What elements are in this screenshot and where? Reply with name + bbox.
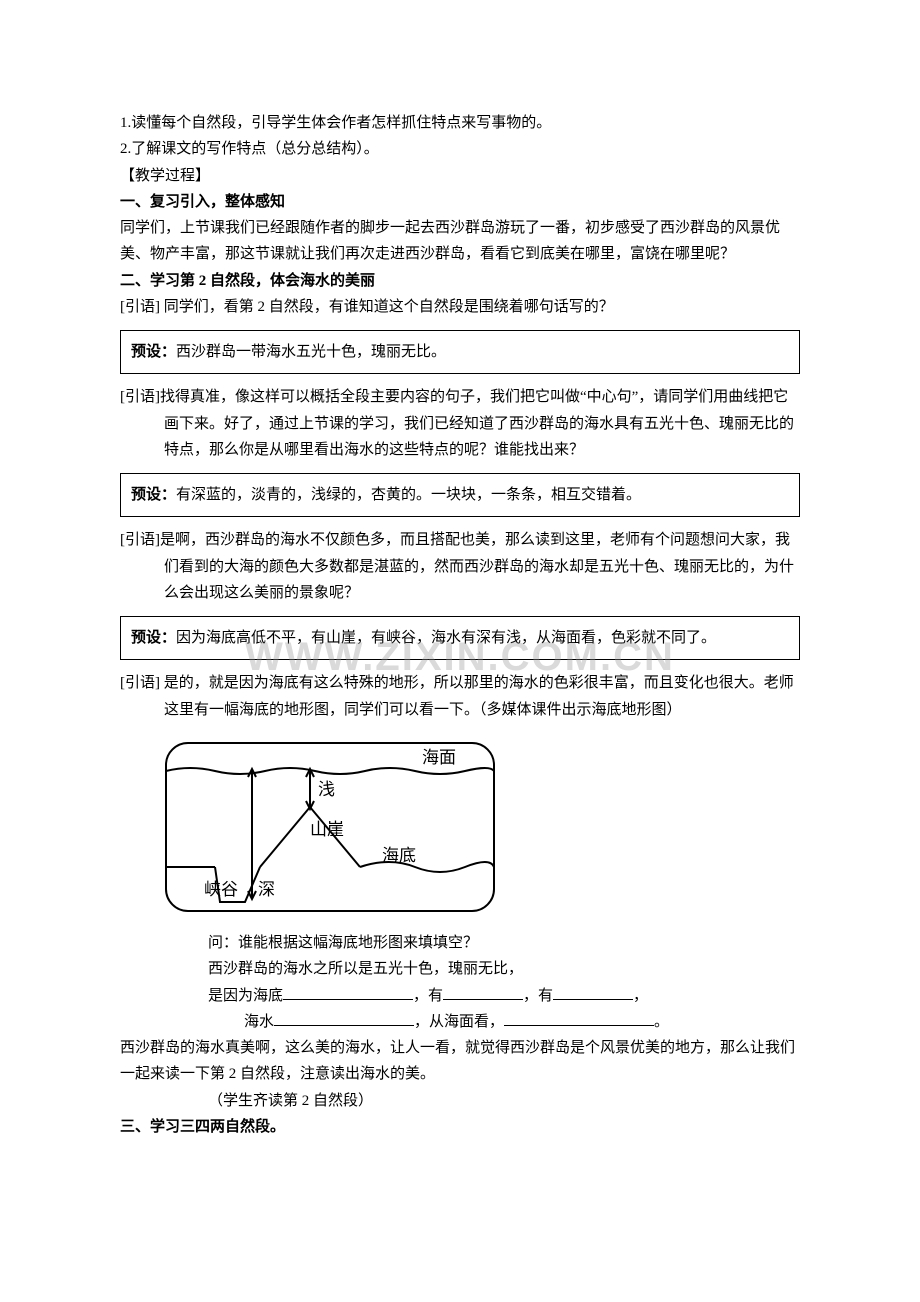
intro-line-3: 【教学过程】 — [120, 163, 800, 189]
intro-line-1: 1.读懂每个自然段，引导学生体会作者怎样抓住特点来写事物的。 — [120, 110, 800, 136]
seabed-diagram: 海面 浅 山崖 海底 峡谷 深 — [160, 737, 800, 926]
fill-text: ，有 — [413, 988, 443, 1004]
intro-line-2: 2.了解课文的写作特点（总分总结构）。 — [120, 136, 800, 162]
closing-para-2: （学生齐读第 2 自然段） — [120, 1088, 800, 1114]
preset-label: 预设： — [131, 344, 176, 360]
preset-box-2: 预设：有深蓝的，淡青的，浅绿的，杏黄的。一块块，一条条，相互交错着。 — [120, 473, 800, 517]
section-2-lead-4: [引语] 是的，就是因为海底有这么特殊的地形，所以那里的海水的色彩很丰富，而且变… — [120, 670, 800, 723]
preset-text: 西沙群岛一带海水五光十色，瑰丽无比。 — [176, 344, 446, 360]
section-2-lead-1: [引语] 同学们，看第 2 自然段，有谁知道这个自然段是围绕着哪句话写的？ — [120, 294, 800, 320]
fill-line-1: 西沙群岛的海水之所以是五光十色，瑰丽无比， — [120, 956, 800, 982]
svg-text:浅: 浅 — [318, 780, 335, 799]
preset-label: 预设： — [131, 630, 176, 646]
fill-text: ，有 — [523, 988, 553, 1004]
closing-para-1: 西沙群岛的海水真美啊，这么美的海水，让人一看，就觉得西沙群岛是个风景优美的地方，… — [120, 1035, 800, 1088]
section-1-heading: 一、复习引入，整体感知 — [120, 189, 800, 215]
fill-text: ， — [633, 988, 648, 1004]
fill-text: 。 — [654, 1014, 669, 1030]
svg-text:深: 深 — [258, 880, 275, 899]
preset-text: 因为海底高低不平，有山崖，有峡谷，海水有深有浅，从海面看，色彩就不同了。 — [176, 630, 716, 646]
preset-box-3: 预设：因为海底高低不平，有山崖，有峡谷，海水有深有浅，从海面看，色彩就不同了。 — [120, 616, 800, 660]
section-1-para: 同学们，上节课我们已经跟随作者的脚步一起去西沙群岛游玩了一番，初步感受了西沙群岛… — [120, 215, 800, 268]
blank-field[interactable] — [504, 1010, 654, 1026]
fill-text: 是因为海底 — [208, 988, 283, 1004]
blank-field[interactable] — [283, 984, 413, 1000]
svg-text:峡谷: 峡谷 — [204, 880, 238, 899]
fill-text: ，从海面看， — [414, 1014, 504, 1030]
svg-text:山崖: 山崖 — [310, 820, 344, 839]
section-2-heading: 二、学习第 2 自然段，体会海水的美丽 — [120, 268, 800, 294]
section-2-lead-3: [引语]是啊，西沙群岛的海水不仅颜色多，而且搭配也美，那么读到这里，老师有个问题… — [120, 527, 800, 606]
preset-label: 预设： — [131, 487, 176, 503]
blank-field[interactable] — [553, 984, 633, 1000]
preset-box-1: 预设：西沙群岛一带海水五光十色，瑰丽无比。 — [120, 330, 800, 374]
fill-question: 问：谁能根据这幅海底地形图来填填空？ — [120, 930, 800, 956]
fill-text: 海水 — [244, 1014, 274, 1030]
section-3-heading: 三、学习三四两自然段。 — [120, 1114, 800, 1140]
fill-line-2: 是因为海底 ，有 ，有 ， — [120, 983, 800, 1009]
preset-text: 有深蓝的，淡青的，浅绿的，杏黄的。一块块，一条条，相互交错着。 — [176, 487, 641, 503]
blank-field[interactable] — [274, 1010, 414, 1026]
section-2-lead-2: [引语]找得真准，像这样可以概括全段主要内容的句子，我们把它叫做“中心句”，请同… — [120, 384, 800, 463]
fill-line-3: 海水 ，从海面看， 。 — [120, 1009, 800, 1035]
page: 1.读懂每个自然段，引导学生体会作者怎样抓住特点来写事物的。 2.了解课文的写作… — [0, 0, 920, 1200]
svg-text:海底: 海底 — [382, 846, 416, 865]
blank-field[interactable] — [443, 984, 523, 1000]
svg-text:海面: 海面 — [422, 748, 456, 767]
